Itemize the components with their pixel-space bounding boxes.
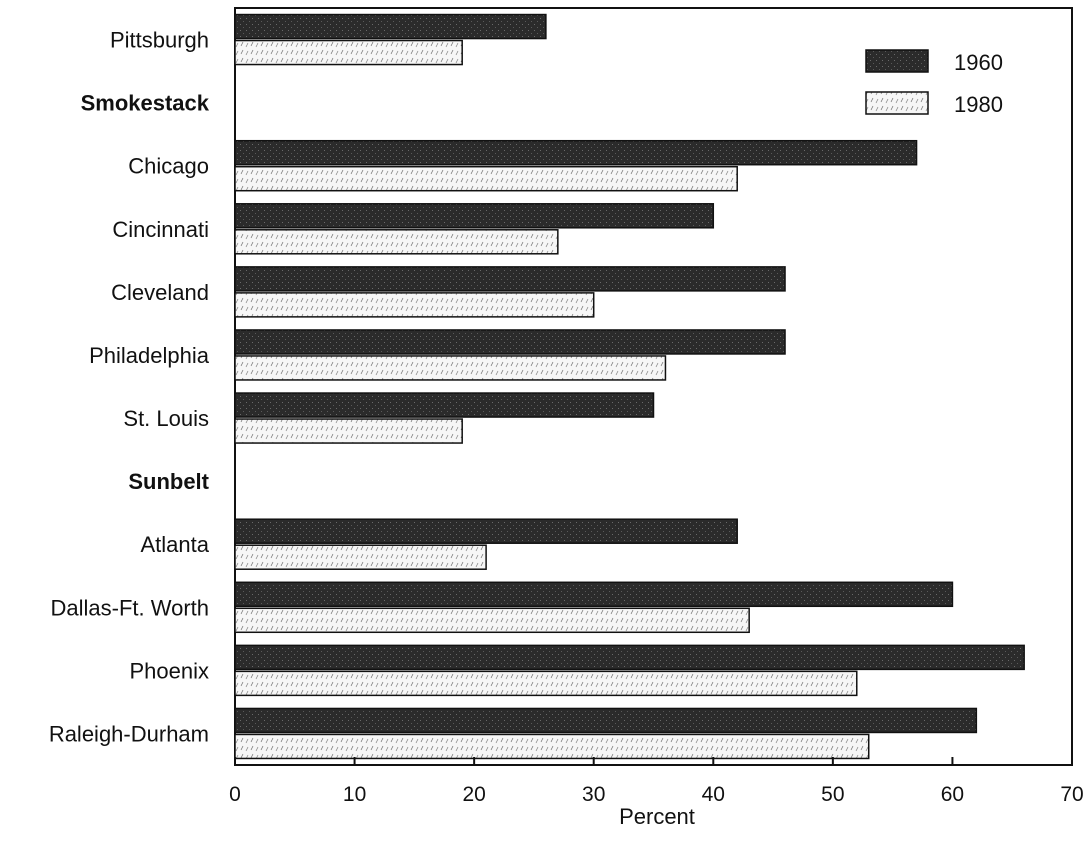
category-label: Cleveland xyxy=(111,280,209,305)
category-label: Philadelphia xyxy=(89,343,210,368)
x-tick-label: 60 xyxy=(941,783,964,806)
category-label: Chicago xyxy=(128,154,209,179)
category-label: Raleigh-Durham xyxy=(49,721,209,746)
category-label: Phoenix xyxy=(129,658,209,683)
bar-1980 xyxy=(234,39,463,66)
bar-1960 xyxy=(234,13,547,40)
bar-1980 xyxy=(234,165,738,192)
bar-1960 xyxy=(234,581,954,608)
bar-1980 xyxy=(234,292,595,318)
group-label: Sunbelt xyxy=(128,469,209,494)
group-label: Smokestack xyxy=(81,91,210,116)
bar-1960 xyxy=(234,266,786,292)
legend-label-1960: 1960 xyxy=(954,50,1003,75)
category-label: St. Louis xyxy=(123,406,209,431)
x-axis-title: Percent xyxy=(619,804,695,829)
category-label: Cincinnati xyxy=(112,217,209,242)
x-tick-label: 10 xyxy=(343,783,366,806)
legend-swatch-1960 xyxy=(865,49,929,73)
bar-1980 xyxy=(234,607,750,634)
x-tick-label: 70 xyxy=(1060,783,1083,806)
bar-1960 xyxy=(234,392,655,418)
bar-1960 xyxy=(234,518,738,544)
bar-1960 xyxy=(234,329,786,355)
x-tick-label: 40 xyxy=(702,783,725,806)
bar-1980 xyxy=(234,418,463,444)
legend-label-1980: 1980 xyxy=(954,92,1003,117)
bar-1960 xyxy=(234,644,1025,671)
bar-1960 xyxy=(234,139,918,166)
x-tick-label: 30 xyxy=(582,783,605,806)
bar-1980 xyxy=(234,670,858,697)
legend-swatch-1980 xyxy=(865,91,929,115)
category-label: Pittsburgh xyxy=(110,28,209,53)
bar-1960 xyxy=(234,203,715,229)
bar-1960 xyxy=(234,707,978,734)
category-label: Dallas-Ft. Worth xyxy=(50,595,209,620)
bar-1980 xyxy=(234,733,870,760)
plot-frame xyxy=(234,7,1073,766)
category-label: Atlanta xyxy=(141,532,210,557)
bar-1980 xyxy=(234,355,667,381)
x-tick-label: 50 xyxy=(821,783,844,806)
bar-1980 xyxy=(234,229,559,255)
bar-1980 xyxy=(234,544,487,570)
x-tick-label: 20 xyxy=(462,783,485,806)
x-tick-label: 0 xyxy=(229,783,241,806)
